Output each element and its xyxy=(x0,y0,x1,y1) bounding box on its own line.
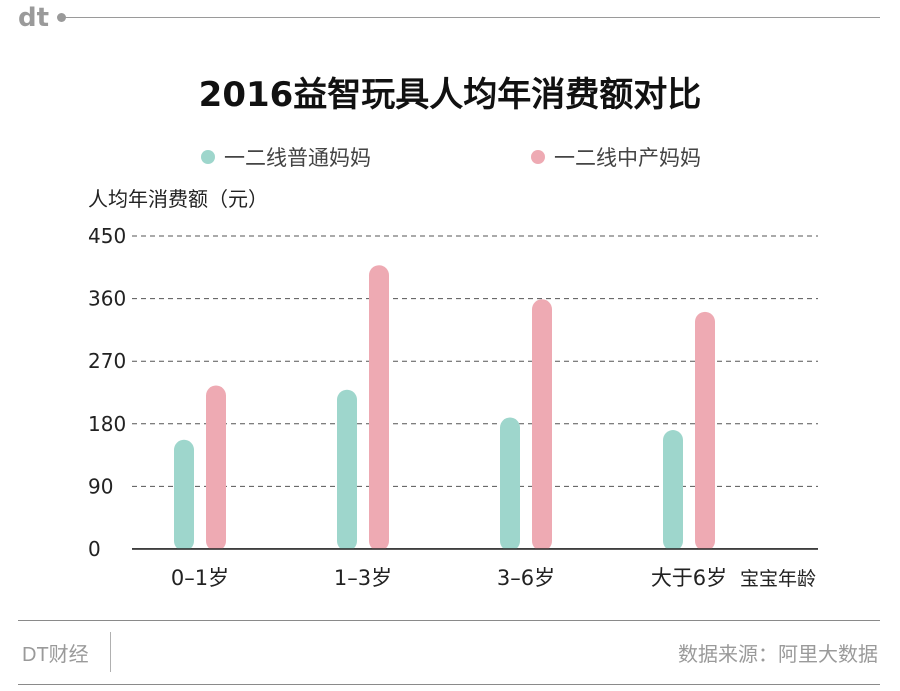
grid xyxy=(132,235,818,550)
dt-logo-icon: dt xyxy=(18,3,49,32)
axis-labels: 0 90 180 270 360 450 0–1岁 1–3岁 3–6岁 大于6岁 xyxy=(88,224,727,590)
bar-series2 xyxy=(206,385,226,551)
legend-marker-series1 xyxy=(201,150,215,164)
header-rule xyxy=(62,17,880,18)
footer-rule-top xyxy=(18,620,880,621)
legend-label-series2: 一二线中产妈妈 xyxy=(554,146,701,170)
y-tick-label: 90 xyxy=(88,474,113,498)
dt-logo-text: dt xyxy=(18,3,49,32)
x-axis-label: 宝宝年龄 xyxy=(740,568,816,590)
data-source: 数据来源：阿里大数据 xyxy=(678,644,878,666)
bar-chart: 2016益智玩具人均年消费额对比 一二线普通妈妈 一二线中产妈妈 人均年消费额（… xyxy=(88,75,818,590)
y-tick-label: 180 xyxy=(88,412,126,436)
header-dot xyxy=(57,13,66,22)
x-tick-label: 0–1岁 xyxy=(171,566,229,590)
bar-series2 xyxy=(695,311,715,551)
y-axis-label: 人均年消费额（元） xyxy=(88,187,268,211)
bar-series2 xyxy=(369,265,389,551)
chart-title: 2016益智玩具人均年消费额对比 xyxy=(199,75,702,115)
footer-divider xyxy=(110,632,111,672)
bar-series2 xyxy=(532,299,552,551)
y-tick-label: 450 xyxy=(88,224,126,248)
x-tick-label: 大于6岁 xyxy=(651,566,727,590)
bars xyxy=(132,265,818,555)
bar-series1 xyxy=(174,439,194,551)
bar-series1 xyxy=(337,389,357,551)
y-tick-label: 360 xyxy=(88,287,126,311)
bar-series1 xyxy=(663,430,683,551)
footer-rule-bottom xyxy=(18,684,880,685)
legend-marker-series2 xyxy=(531,150,545,164)
x-tick-label: 1–3岁 xyxy=(334,566,392,590)
footer-brand: DT财经 xyxy=(22,644,89,666)
x-tick-label: 3–6岁 xyxy=(497,566,555,590)
legend: 一二线普通妈妈 一二线中产妈妈 xyxy=(201,146,701,170)
bar-series1 xyxy=(500,417,520,551)
axis-cover xyxy=(132,549,818,555)
y-tick-label: 0 xyxy=(88,537,101,561)
y-tick-label: 270 xyxy=(88,349,126,373)
legend-label-series1: 一二线普通妈妈 xyxy=(224,146,371,170)
